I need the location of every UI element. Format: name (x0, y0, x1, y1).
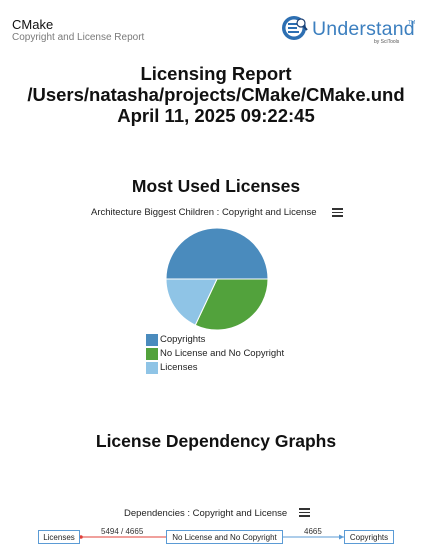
legend-swatch (146, 334, 158, 346)
report-title: Licensing Report /Users/natasha/projects… (0, 63, 432, 126)
node-licenses[interactable]: Licenses (38, 530, 80, 544)
pie-slice-copyrights[interactable] (165, 227, 269, 280)
logo-wordmark: Understand (312, 18, 415, 40)
report-subtitle: Copyright and License Report (12, 32, 145, 43)
node-copyrights[interactable]: Copyrights (344, 530, 394, 544)
report-title-path: /Users/natasha/projects/CMake/CMake.und (27, 84, 405, 105)
legend-label: Copyrights (160, 334, 206, 345)
pie-slice-licenses[interactable] (165, 278, 218, 326)
pie-chart-caption: Architecture Biggest Children : Copyrigh… (91, 207, 317, 218)
report-title-date: April 11, 2025 09:22:45 (117, 105, 315, 126)
edge-label-licenses: 5494 / 4665 (101, 527, 144, 536)
legend-swatch (146, 362, 158, 374)
legend-swatch (146, 348, 158, 360)
license-dependency-graphs-heading: License Dependency Graphs (95, 431, 337, 451)
dependency-chart-menu-icon[interactable] (299, 508, 310, 517)
understand-logo: Understand TM by SciTools (281, 15, 421, 47)
pie-chart-menu-icon[interactable] (332, 208, 343, 217)
report-title-line1: Licensing Report (140, 63, 292, 84)
logo-trademark: TM (408, 20, 416, 26)
understand-logo-icon (282, 16, 308, 40)
node-no-license-and-no-copyright[interactable]: No License and No Copyright (166, 530, 283, 544)
most-used-licenses-heading: Most Used Licenses (131, 176, 301, 196)
legend-label: Licenses (160, 362, 198, 373)
logo-byline: by SciTools (374, 39, 400, 45)
app-name: CMake (12, 17, 54, 32)
legend-label: No License and No Copyright (160, 348, 285, 359)
pie-slice-no-license-and-no-copyright[interactable] (194, 278, 269, 331)
edge-label-copyrights: 4665 (304, 527, 322, 536)
dependency-chart-caption: Dependencies : Copyright and License (124, 508, 288, 519)
